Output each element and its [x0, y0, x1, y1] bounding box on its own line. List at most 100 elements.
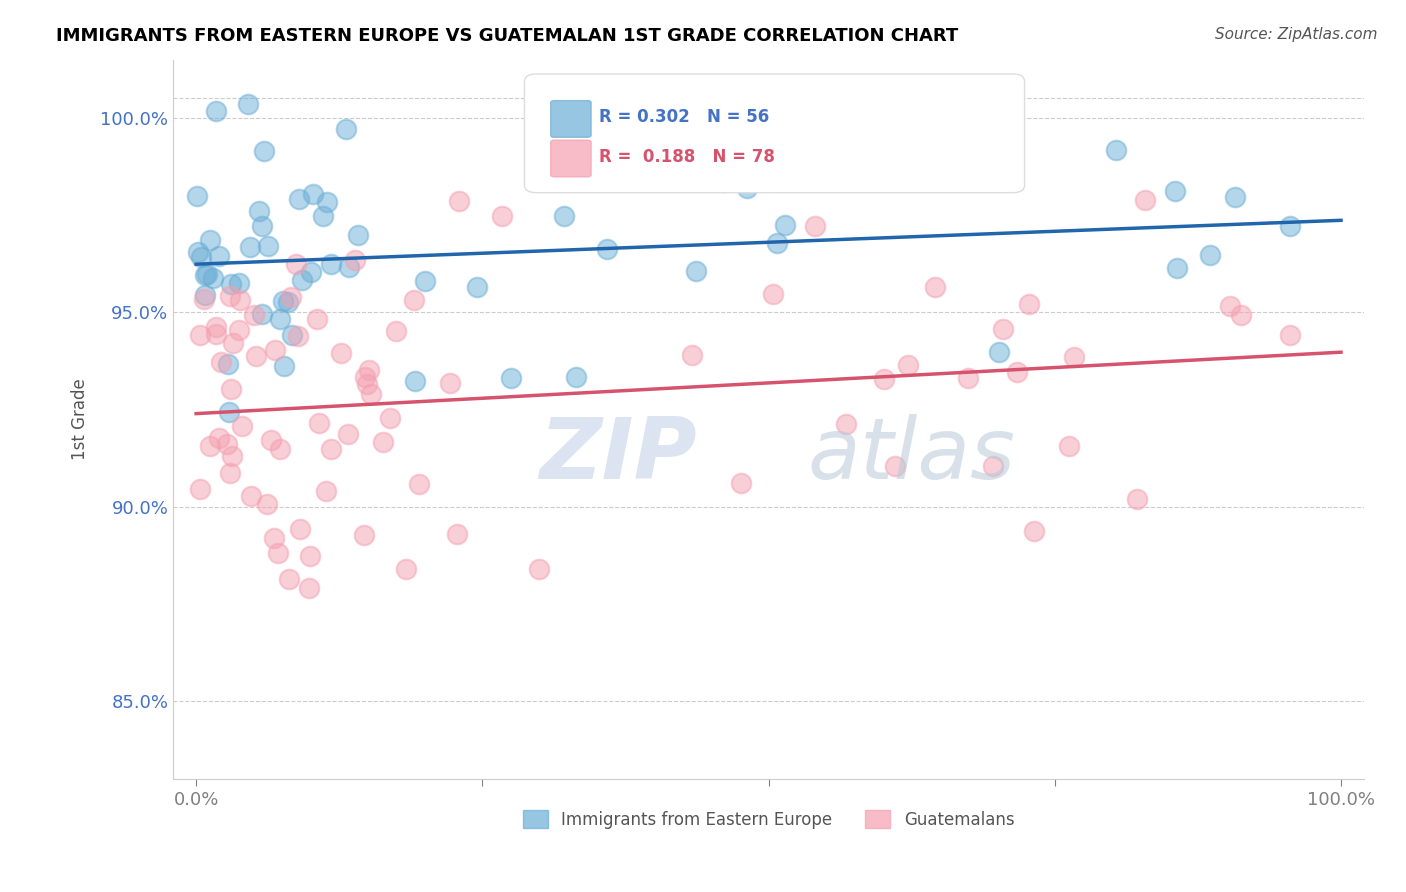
Text: atlas: atlas [807, 414, 1015, 497]
Point [354, 369, 377, 384]
Point [291, 273, 314, 287]
Point [190, 328, 212, 343]
Text: Source: ZipAtlas.com: Source: ZipAtlas.com [1215, 27, 1378, 42]
Point [208, 250, 231, 264]
Point [221, 449, 243, 463]
Point [208, 431, 231, 445]
Point [231, 419, 253, 434]
Point [229, 293, 252, 308]
Point [527, 562, 550, 576]
Point [336, 426, 359, 441]
Point [299, 549, 322, 564]
FancyBboxPatch shape [551, 101, 591, 137]
Point [1199, 248, 1222, 262]
Point [413, 274, 436, 288]
Point [194, 268, 217, 283]
Point [762, 287, 785, 301]
Point [360, 386, 382, 401]
Point [956, 371, 979, 385]
Point [267, 546, 290, 560]
Point [371, 434, 394, 449]
Point [1230, 308, 1253, 322]
Text: IMMIGRANTS FROM EASTERN EUROPE VS GUATEMALAN 1ST GRADE CORRELATION CHART: IMMIGRANTS FROM EASTERN EUROPE VS GUATEM… [56, 27, 959, 45]
Point [239, 489, 262, 503]
Point [202, 271, 225, 285]
Point [321, 257, 343, 271]
Point [218, 405, 240, 419]
Point [209, 355, 232, 369]
Point [219, 383, 242, 397]
Point [408, 477, 430, 491]
FancyBboxPatch shape [524, 74, 1025, 193]
Point [198, 233, 221, 247]
Point [1007, 365, 1029, 379]
Point [357, 363, 380, 377]
Point [356, 376, 378, 391]
Point [1223, 190, 1246, 204]
Point [1279, 328, 1302, 343]
Point [553, 209, 575, 223]
Point [394, 562, 416, 576]
Point [195, 267, 218, 281]
Point [1164, 184, 1187, 198]
Point [711, 175, 734, 189]
FancyBboxPatch shape [551, 140, 591, 177]
Point [280, 290, 302, 304]
Point [221, 336, 243, 351]
Point [194, 288, 217, 302]
Point [217, 437, 239, 451]
Point [218, 288, 240, 302]
Point [897, 358, 920, 372]
Point [1063, 350, 1085, 364]
Point [439, 376, 461, 391]
Point [299, 265, 322, 279]
Point [308, 416, 330, 430]
Point [278, 572, 301, 586]
Point [263, 531, 285, 545]
Point [681, 348, 703, 362]
Point [242, 308, 264, 322]
Point [353, 528, 375, 542]
Point [446, 527, 468, 541]
Point [346, 227, 368, 242]
Point [596, 242, 619, 256]
Point [260, 434, 283, 448]
Point [993, 322, 1015, 336]
Point [1133, 194, 1156, 208]
Point [204, 319, 226, 334]
Point [228, 276, 250, 290]
Point [319, 442, 342, 456]
Point [250, 307, 273, 321]
Y-axis label: 1st Grade: 1st Grade [72, 378, 89, 460]
Text: ZIP: ZIP [540, 414, 697, 497]
Point [205, 103, 228, 118]
Point [730, 475, 752, 490]
Point [256, 238, 278, 252]
Point [1278, 219, 1301, 234]
Point [685, 264, 707, 278]
Point [565, 370, 588, 384]
Point [873, 371, 896, 385]
Point [804, 219, 827, 233]
Point [264, 343, 287, 357]
Text: R =  0.188   N = 78: R = 0.188 N = 78 [599, 148, 775, 166]
Point [271, 294, 294, 309]
Point [983, 459, 1005, 474]
Point [491, 209, 513, 223]
Point [277, 294, 299, 309]
Point [330, 345, 353, 359]
Point [1166, 261, 1188, 276]
Point [884, 459, 907, 474]
Point [499, 371, 522, 385]
Point [285, 257, 308, 271]
Point [447, 194, 470, 208]
Point [339, 260, 361, 274]
Point [305, 311, 328, 326]
Point [250, 219, 273, 233]
Point [1219, 299, 1241, 313]
Point [315, 483, 337, 498]
Point [253, 144, 276, 158]
Point [915, 143, 938, 157]
Point [188, 482, 211, 496]
Point [404, 374, 426, 388]
